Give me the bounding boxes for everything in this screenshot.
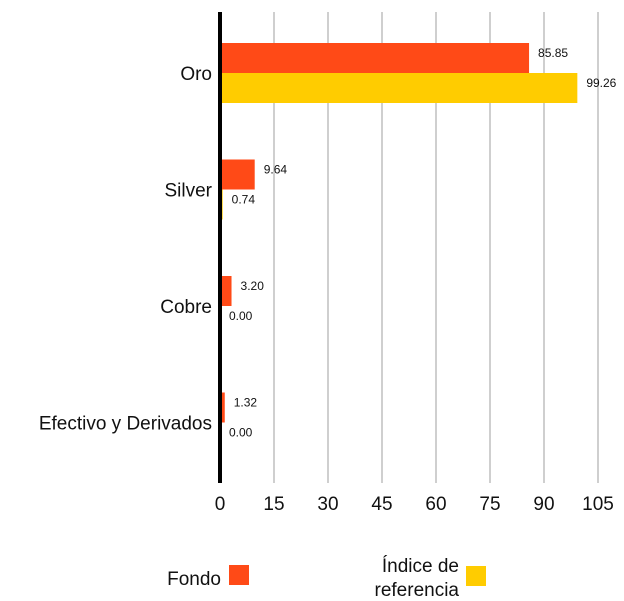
legend-swatch-indice: [466, 566, 486, 586]
category-label: Efectivo y Derivados: [39, 414, 212, 435]
category-label: Cobre: [160, 297, 212, 318]
x-tick-label: 30: [317, 494, 338, 515]
data-label: 1.32: [234, 396, 258, 410]
bar-fondo: [220, 159, 255, 190]
bar-indice: [220, 73, 578, 103]
x-tick-label: 90: [533, 494, 554, 515]
x-tick-label: 105: [582, 494, 614, 515]
legend-label-indice-line2: referencia: [375, 580, 460, 601]
x-tick-label: 75: [479, 494, 500, 515]
legend-label-indice-line1: Índice de: [382, 556, 459, 577]
x-tick-label: 45: [371, 494, 392, 515]
category-label: Silver: [164, 181, 212, 202]
x-tick-label: 15: [263, 494, 284, 515]
data-label: 3.20: [241, 279, 265, 293]
data-label: 0.00: [229, 309, 253, 323]
data-label: 99.26: [586, 76, 616, 90]
bar-fondo: [220, 276, 232, 306]
data-label: 85.85: [538, 46, 568, 60]
legend: Fondo Índice de referencia: [167, 556, 486, 601]
data-label: 0.74: [232, 193, 256, 207]
data-label: 0.00: [229, 426, 253, 440]
legend-swatch-fondo: [229, 565, 249, 585]
bar-fondo: [220, 43, 530, 73]
bars: [220, 43, 578, 423]
legend-label-fondo: Fondo: [167, 569, 221, 590]
x-tick-label: 0: [215, 494, 226, 515]
x-tick-labels: 0 15 30 45 60 75 90 105: [215, 494, 614, 515]
category-label: Oro: [180, 64, 212, 85]
bar-fondo: [220, 392, 225, 423]
x-tick-label: 60: [425, 494, 446, 515]
category-labels: Oro Silver Cobre Efectivo y Derivados: [39, 64, 213, 435]
data-labels: 85.85 99.26 9.64 0.74 3.20 0.00 1.32 0.00: [229, 46, 617, 440]
data-label: 9.64: [264, 163, 288, 177]
